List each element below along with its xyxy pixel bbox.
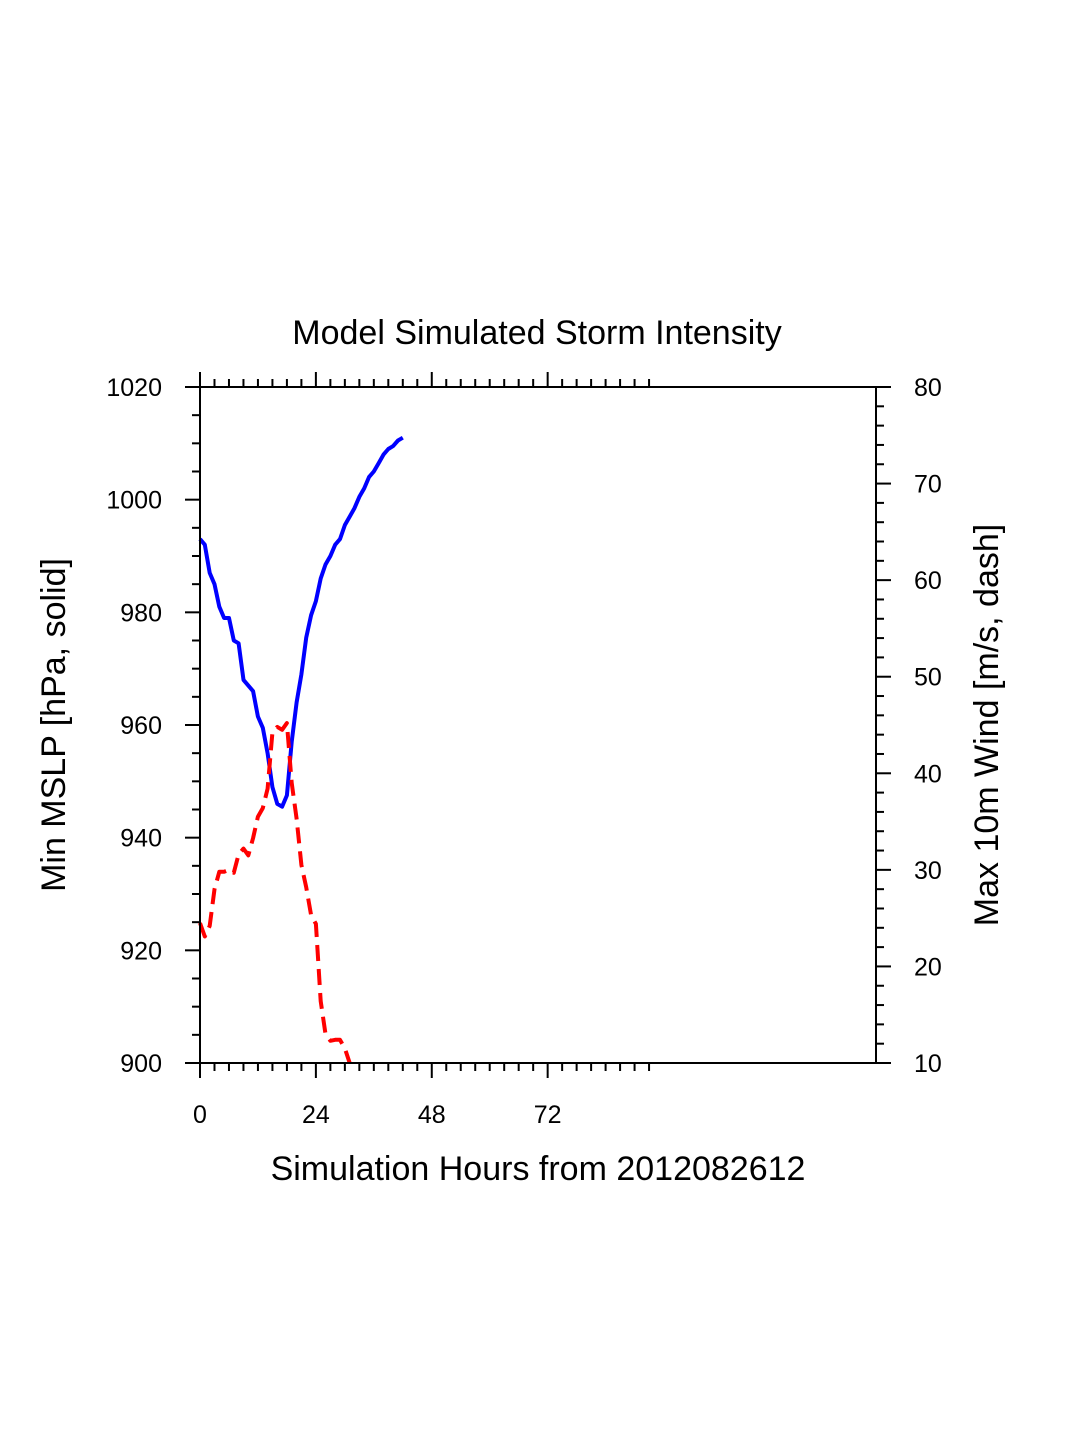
max-wind-series-line	[198, 721, 352, 1064]
y-axis-right-title: Max 10m Wind [m/s, dash]	[968, 524, 1006, 926]
y-left-tick-label: 980	[120, 599, 162, 627]
x-tick-label: 72	[534, 1101, 562, 1129]
y-left-tick-label: 960	[120, 712, 162, 740]
series-layer	[198, 435, 404, 1064]
ticks-layer	[185, 372, 891, 1078]
y-right-tick-label: 50	[914, 664, 942, 692]
x-tick-label: 0	[193, 1101, 207, 1129]
y-right-tick-label: 70	[914, 471, 942, 499]
y-right-tick-label: 30	[914, 857, 942, 885]
y-right-tick-label: 20	[914, 953, 942, 981]
y-left-tick-label: 900	[120, 1050, 162, 1078]
plot-area	[198, 386, 877, 1064]
y-left-tick-label: 940	[120, 825, 162, 853]
y-left-tick-label: 920	[120, 937, 162, 965]
x-tick-label: 48	[418, 1101, 446, 1129]
y-right-tick-label: 60	[914, 567, 942, 595]
y-left-tick-label: 1020	[106, 374, 162, 402]
x-tick-label: 24	[302, 1101, 330, 1129]
x-axis-title: Simulation Hours from 2012082612	[271, 1150, 806, 1188]
plot-frame	[199, 386, 877, 1064]
y-axis-left-title: Min MSLP [hPa, solid]	[35, 558, 73, 892]
min-mslp-series-line	[198, 435, 404, 809]
y-right-tick-label: 40	[914, 760, 942, 788]
tick-labels-layer: 0 24 48 72900920940960980100010201020304050…	[106, 374, 941, 1129]
chart-title: Model Simulated Storm Intensity	[292, 314, 781, 352]
y-right-tick-label: 10	[914, 1050, 942, 1078]
y-right-tick-label: 80	[914, 374, 942, 402]
y-left-tick-label: 1000	[106, 487, 162, 515]
